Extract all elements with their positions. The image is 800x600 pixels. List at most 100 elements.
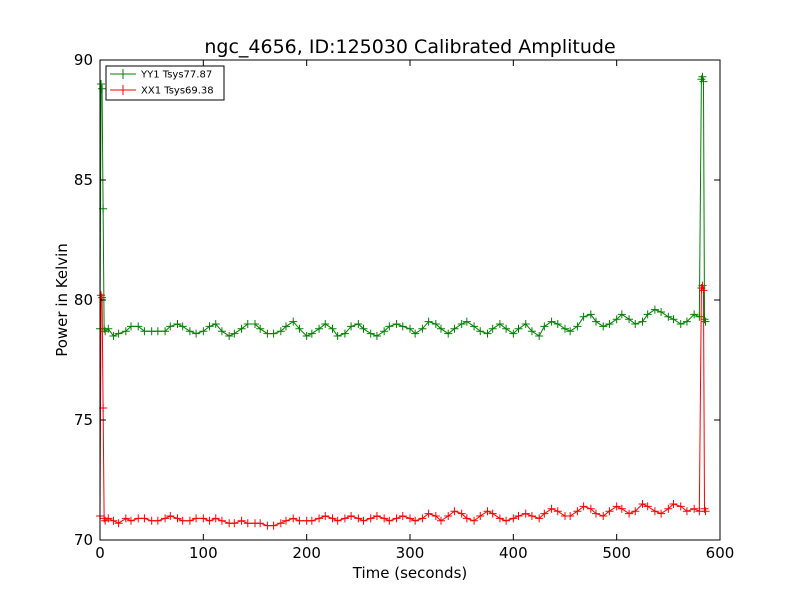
data-point-marker — [470, 322, 479, 331]
data-point-marker — [462, 514, 471, 523]
data-point-marker — [643, 502, 652, 511]
data-point-marker — [161, 327, 170, 336]
data-point-marker — [612, 315, 621, 324]
y-tick-label: 90 — [74, 51, 93, 69]
data-point-marker — [225, 332, 234, 340]
data-point-marker — [340, 329, 349, 338]
data-point-marker — [121, 514, 130, 523]
data-point-marker — [444, 512, 453, 520]
data-point-marker — [540, 322, 549, 331]
data-point-marker — [406, 324, 414, 333]
data-point-marker — [315, 324, 324, 333]
series-1 — [96, 281, 710, 530]
data-point-marker — [698, 281, 707, 290]
data-point-marker — [385, 322, 394, 331]
data-point-marker — [333, 332, 342, 340]
data-point-marker — [321, 320, 330, 328]
data-point-marker — [109, 332, 118, 340]
data-point-marker — [411, 516, 420, 525]
data-point-marker — [669, 315, 678, 324]
data-point-marker — [199, 327, 208, 336]
data-point-marker — [657, 509, 666, 518]
data-point-marker — [483, 507, 492, 516]
data-point-marker — [488, 509, 497, 518]
axis-ticks: 0 100 200 300 400 500 600 70 75 80 85 90 — [74, 51, 734, 562]
y-tick-label: 85 — [74, 171, 93, 189]
x-tick-label: 600 — [706, 544, 735, 562]
data-point-marker — [573, 507, 582, 516]
x-tick-label: 500 — [602, 544, 631, 562]
data-point-marker — [450, 507, 459, 516]
y-tick-label: 75 — [74, 411, 93, 429]
data-point-marker — [540, 509, 549, 518]
data-point-marker — [586, 310, 595, 319]
data-point-marker — [424, 509, 433, 518]
legend-label-yy1: YY1 Tsys77.87 — [140, 70, 212, 81]
data-point-marker — [114, 329, 123, 338]
data-point-marker — [561, 324, 569, 333]
data-point-marker — [199, 514, 208, 523]
data-point-marker — [617, 310, 626, 319]
data-point-marker — [566, 512, 575, 520]
x-tick-label: 100 — [189, 544, 218, 562]
data-point-marker — [521, 509, 530, 518]
x-tick-label: 200 — [292, 544, 321, 562]
data-point-marker — [579, 502, 588, 511]
data-point-marker — [315, 514, 324, 523]
data-point-marker — [450, 324, 459, 333]
data-point-marker — [211, 320, 220, 328]
data-point-marker — [217, 516, 226, 525]
data-point-marker — [617, 504, 626, 513]
data-point-marker — [643, 310, 652, 319]
data-point-marker — [514, 324, 523, 333]
data-point-marker — [237, 516, 246, 525]
data-point-marker — [566, 327, 575, 336]
data-point-marker — [682, 317, 691, 326]
data-point-marker — [340, 514, 349, 523]
data-point-marker — [431, 512, 440, 520]
data-point-marker — [153, 327, 162, 336]
data-point-marker — [424, 317, 433, 326]
data-point-marker — [657, 308, 666, 316]
data-point-marker — [372, 512, 381, 520]
data-point-marker — [527, 327, 536, 336]
data-point-marker — [211, 514, 220, 523]
data-point-marker — [302, 332, 311, 340]
data-point-marker — [457, 509, 466, 518]
data-point-marker — [535, 332, 544, 340]
y-tick-label: 80 — [74, 291, 93, 309]
y-axis-label: Power in Kelvin — [53, 243, 71, 357]
data-point-marker — [243, 519, 252, 528]
data-point-marker — [509, 514, 518, 523]
data-point-marker — [476, 327, 485, 336]
data-point-marker — [699, 77, 708, 86]
data-point-marker — [690, 310, 699, 319]
data-point-marker — [243, 320, 252, 328]
data-point-marker — [631, 320, 640, 328]
data-point-marker — [173, 514, 182, 523]
data-point-marker — [104, 514, 113, 523]
data-point-marker — [392, 320, 401, 328]
data-point-marker — [140, 327, 149, 336]
data-point-marker — [205, 322, 214, 331]
data-point-marker — [431, 320, 440, 328]
data-point-marker — [690, 504, 699, 513]
data-point-marker — [109, 516, 118, 525]
data-point-marker — [701, 317, 710, 326]
data-point-marker — [553, 507, 562, 516]
data-point-marker — [462, 317, 471, 326]
data-point-marker — [359, 324, 368, 333]
data-point-marker — [398, 322, 407, 331]
data-point-marker — [392, 514, 401, 523]
data-point-marker — [398, 512, 407, 520]
data-point-marker — [192, 329, 201, 338]
data-point-marker — [269, 521, 278, 530]
data-point-marker — [457, 320, 466, 328]
x-tick-label: 0 — [95, 544, 105, 562]
legend-box — [105, 65, 225, 101]
data-point-marker — [161, 514, 170, 523]
series-group — [96, 72, 710, 530]
data-point-marker — [502, 516, 511, 525]
data-point-marker — [509, 329, 518, 338]
